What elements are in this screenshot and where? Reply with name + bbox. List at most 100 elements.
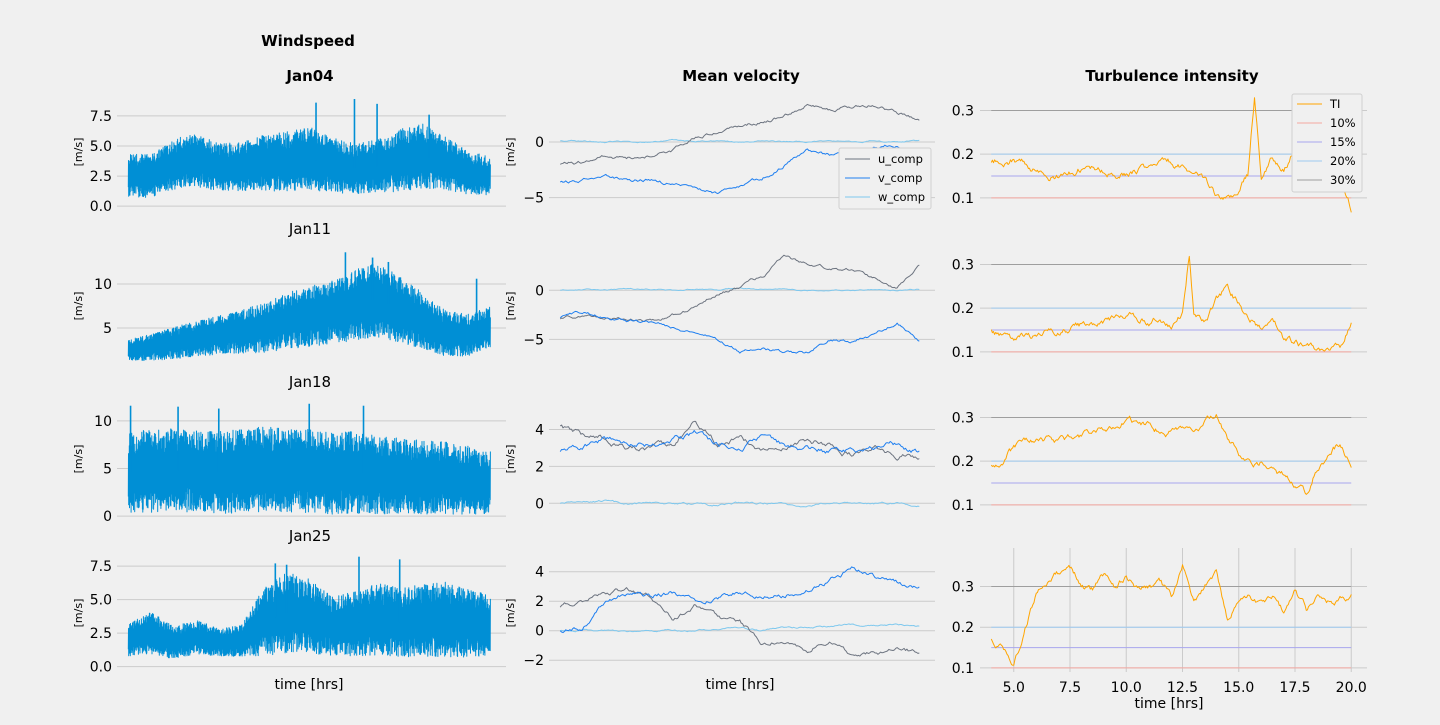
windspeed-series (127, 264, 491, 361)
velocity-panel-2: −5 0 [m/s] (504, 254, 935, 354)
ti-xtick-label: 10.0 (1111, 680, 1142, 696)
ti-panel-3: 0.1 0.2 0.3 (952, 410, 1367, 514)
ti-xtick-label: 17.5 (1279, 680, 1310, 696)
ti-xtick-label: 5.0 (1003, 680, 1025, 696)
column-title-mean-velocity: Mean velocity (682, 67, 800, 85)
windspeed-series (127, 123, 491, 198)
windspeed-panel-4: 0.0 2.5 5.0 7.5 [m/s] (72, 556, 506, 676)
ti-line (990, 97, 1352, 213)
legend-label-u_comp: u_comp (878, 152, 923, 166)
velocity-ylabel: [m/s] (504, 445, 517, 474)
velocity-ytick-label: 0 (535, 135, 544, 151)
legend-label-w_comp: w_comp (878, 190, 925, 204)
ti-ytick-label: 0.1 (952, 498, 974, 514)
velocity-legend: u_comp v_comp w_comp (838, 147, 932, 210)
velocity-ylabel: [m/s] (504, 138, 517, 167)
windspeed-ytick-label: 10 (94, 414, 112, 430)
windspeed-ytick-label: 10 (94, 277, 112, 293)
velocity-ytick-label: −2 (523, 653, 544, 669)
panel-title-jan25: Jan25 (288, 527, 331, 545)
velocity-ytick-label: 2 (535, 459, 544, 475)
windspeed-series (127, 573, 491, 659)
ti-ytick-label: 0.1 (952, 191, 974, 207)
legend-label-v_comp: v_comp (878, 171, 922, 185)
column-title-turbulence-intensity: Turbulence intensity (1085, 67, 1258, 85)
suptitle: Windspeed (261, 32, 355, 50)
ti-legend-box (1291, 93, 1363, 193)
u-comp-line (559, 587, 920, 657)
ti-ytick-label: 0.1 (952, 345, 974, 361)
xlabel-windspeed: time [hrs] (275, 677, 344, 693)
velocity-ytick-label: 4 (535, 565, 544, 581)
velocity-panel-3: 0 2 4 [m/s] (504, 420, 935, 512)
windspeed-panel-1: 0.0 2.5 5.0 7.5 [m/s] (72, 99, 506, 215)
windspeed-series (127, 426, 491, 515)
ti-panel-2: 0.1 0.2 0.3 (952, 255, 1367, 361)
ti-legend-label: TI (1329, 97, 1340, 111)
velocity-ytick-label: 4 (535, 423, 544, 439)
ti-line (990, 564, 1352, 666)
windspeed-ytick-label: 7.5 (90, 109, 112, 125)
velocity-ytick-label: 2 (535, 594, 544, 610)
plot-area: 0.0 2.5 5.0 7.5 [m/s] 5 10 [m/s] 0 5 10 [m/s] 0.0 2.5… (72, 93, 1367, 696)
velocity-ytick-label: 0 (535, 283, 544, 299)
ti-legend: TI 10% 15% 20% 30% (1291, 93, 1363, 193)
w-comp-line (560, 138, 920, 144)
windspeed-ytick-label: 2.5 (90, 626, 112, 642)
velocity-legend-box (838, 147, 932, 210)
ti-ytick-label: 0.2 (952, 301, 974, 317)
v-comp-line (559, 566, 920, 634)
ti-line (990, 414, 1352, 495)
w-comp-line (560, 623, 920, 633)
column-title-windspeed: Jan04 (285, 67, 333, 85)
ti-ytick-label: 0.3 (952, 103, 974, 119)
xlabel-velocity: time [hrs] (706, 677, 775, 693)
ti-xtick-label: 20.0 (1336, 680, 1367, 696)
ti-ytick-label: 0.2 (952, 620, 974, 636)
windspeed-ytick-label: 5.0 (90, 139, 112, 155)
ti-ytick-label: 0.3 (952, 580, 974, 596)
u-comp-line (559, 420, 920, 461)
ti-ytick-label: 0.2 (952, 147, 974, 163)
windspeed-ylabel: [m/s] (72, 292, 85, 321)
ti-ytick-label: 0.3 (952, 410, 974, 426)
windspeed-ytick-label: 0.0 (90, 660, 112, 676)
v-comp-line (559, 310, 920, 354)
ti-xtick-label: 15.0 (1223, 680, 1254, 696)
xlabel-ti: time [hrs] (1135, 696, 1204, 712)
panel-title-jan11: Jan11 (288, 220, 331, 238)
ti-xtick-label: 7.5 (1059, 680, 1081, 696)
ti-ytick-label: 0.2 (952, 454, 974, 470)
windspeed-panel-3: 0 5 10 [m/s] (72, 403, 506, 525)
ti-ytick-label: 0.3 (952, 257, 974, 273)
panel-title-jan18: Jan18 (288, 373, 331, 391)
windspeed-ylabel: [m/s] (72, 445, 85, 474)
velocity-ylabel: [m/s] (504, 292, 517, 321)
ti-xtick-label: 12.5 (1167, 680, 1198, 696)
windspeed-ytick-label: 0 (103, 509, 112, 525)
velocity-ytick-label: 0 (535, 624, 544, 640)
w-comp-line (560, 499, 920, 508)
velocity-panel-4: −2 0 2 4 [m/s] (504, 565, 935, 669)
windspeed-ytick-label: 2.5 (90, 169, 112, 185)
windspeed-ylabel: [m/s] (72, 138, 85, 167)
velocity-ytick-label: −5 (523, 191, 544, 207)
velocity-ylabel: [m/s] (504, 599, 517, 628)
ti-legend-label: 10% (1330, 116, 1356, 130)
ti-panel-1: 0.1 0.2 0.3 (952, 97, 1367, 213)
v-comp-line (559, 430, 920, 454)
ti-legend-label: 30% (1330, 173, 1356, 187)
ti-legend-label: 15% (1330, 135, 1356, 149)
windspeed-ylabel: [m/s] (72, 599, 85, 628)
windspeed-ytick-label: 5.0 (90, 593, 112, 609)
velocity-ytick-label: −5 (523, 332, 544, 348)
ti-legend-label: 20% (1330, 154, 1356, 168)
velocity-ytick-label: 0 (535, 496, 544, 512)
windspeed-ytick-label: 0.0 (90, 199, 112, 215)
u-comp-line (560, 103, 920, 165)
windspeed-panel-2: 5 10 [m/s] (72, 252, 506, 361)
windspeed-ytick-label: 7.5 (90, 559, 112, 575)
ti-panel-4: 0.1 0.2 0.3 5.0 7.5 10.0 12.5 15.0 17.5 20.0 (952, 548, 1367, 696)
